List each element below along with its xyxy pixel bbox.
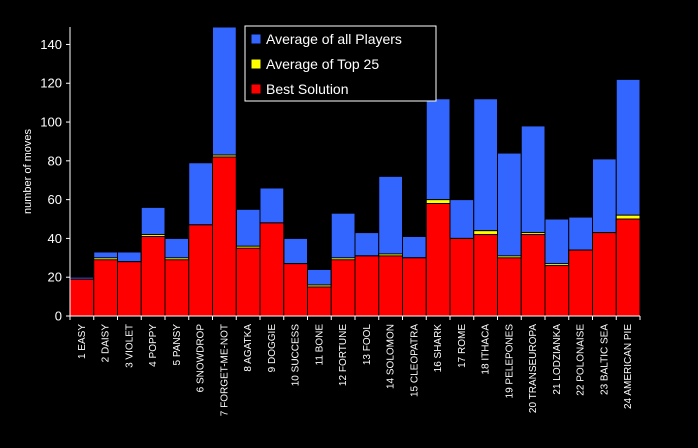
x-tick-label-22: 23 BALTIC SEA	[599, 324, 610, 395]
legend-label-0: Average of all Players	[266, 31, 402, 47]
y-tick-label-6: 120	[40, 76, 62, 91]
legend-box	[244, 25, 437, 102]
x-tick-label-4: 5 PANSY	[172, 324, 183, 366]
x-tick-label-7: 8 AGATKA	[243, 324, 254, 372]
x-tick-label-21: 22 POLONAISE	[576, 324, 587, 396]
bar-s2-13	[378, 255, 403, 317]
bar-s2-1	[93, 259, 118, 317]
y-tick-label-5: 100	[40, 115, 62, 130]
x-tick-label-19: 20 TRANSEUROPA	[528, 324, 539, 413]
legend-swatch-1	[250, 58, 262, 70]
x-tick-label-6: 7 FORGET-ME-NOT	[219, 324, 230, 416]
x-tick-label-10: 11 BONE	[314, 324, 325, 366]
x-tick-label-13: 14 SOLOMON	[386, 324, 397, 389]
plot-area: 0 20 40 60 80 100 120 140 1 EASY 2 DAISY 3 VIOLET 4…	[22, 26, 641, 416]
bar-s2-7	[235, 247, 261, 317]
y-tick-label-2: 40	[48, 231, 62, 246]
legend-label-1: Average of Top 25	[266, 56, 379, 72]
x-tick-label-18: 19 PELEPONES	[504, 324, 515, 399]
x-tick-label-20: 21 LODZIANKA	[552, 324, 563, 395]
bar-s2-12	[354, 255, 380, 317]
x-tick-label-9: 10 SUCCESS	[291, 324, 302, 387]
x-tick-label-2: 3 VIOLET	[124, 324, 135, 368]
bar-s2-15	[425, 203, 451, 317]
x-tick-label-16: 17 ROME	[457, 324, 468, 368]
bar-s2-11	[330, 259, 356, 317]
bar-s2-18	[497, 257, 522, 317]
bar-s2-4	[164, 259, 190, 317]
bar-s2-8	[259, 222, 285, 317]
bar-s2-0	[69, 278, 95, 317]
legend-swatch-2	[250, 83, 262, 95]
bar-s2-20	[544, 265, 570, 317]
legend-swatch-0	[250, 33, 262, 45]
bar-s2-3	[140, 235, 166, 317]
bar-s2-23	[615, 218, 641, 317]
x-tick-label-11: 12 FORTUNE	[338, 324, 349, 386]
legend-label-2: Best Solution	[266, 81, 349, 97]
y-tick-label-1: 20	[48, 270, 62, 285]
y-tick-label-0: 0	[55, 309, 62, 324]
x-tick-label-15: 16 SHARK	[433, 324, 444, 373]
y-tick-label-7: 140	[40, 37, 62, 52]
x-tick-label-0: 1 EASY	[77, 324, 88, 359]
bar-s2-17	[473, 234, 498, 317]
legend: Average of all Players Average of Top 25 B…	[244, 25, 437, 102]
bar-s2-10	[307, 286, 332, 317]
bar-s2-9	[283, 263, 308, 317]
bar-s2-16	[449, 237, 475, 317]
bar-s2-14	[402, 257, 427, 317]
x-tick-label-3: 4 POPPY	[148, 324, 159, 367]
y-tick-label-3: 60	[48, 192, 62, 207]
bar-s2-6	[212, 156, 237, 317]
x-tick-label-8: 9 DOGGIE	[267, 324, 278, 373]
x-tick-label-23: 24 AMERICAN PIE	[623, 324, 634, 409]
x-tick-label-14: 15 CLEOPATRA	[409, 324, 420, 397]
bar-s2-2	[117, 261, 142, 317]
bar-s2-21	[568, 249, 593, 317]
bar-s2-22	[592, 232, 617, 317]
bar-s2-5	[188, 224, 213, 317]
x-tick-label-17: 18 ITHACA	[481, 324, 492, 375]
x-tick-label-5: 6 SNOWDROP	[196, 324, 207, 393]
x-tick-label-12: 13 FOOL	[362, 324, 373, 366]
bar-s2-19	[520, 234, 546, 317]
y-axis-title: number of moves	[22, 129, 34, 214]
x-tick-label-1: 2 DAISY	[101, 324, 112, 363]
y-tick-label-4: 80	[48, 153, 62, 168]
